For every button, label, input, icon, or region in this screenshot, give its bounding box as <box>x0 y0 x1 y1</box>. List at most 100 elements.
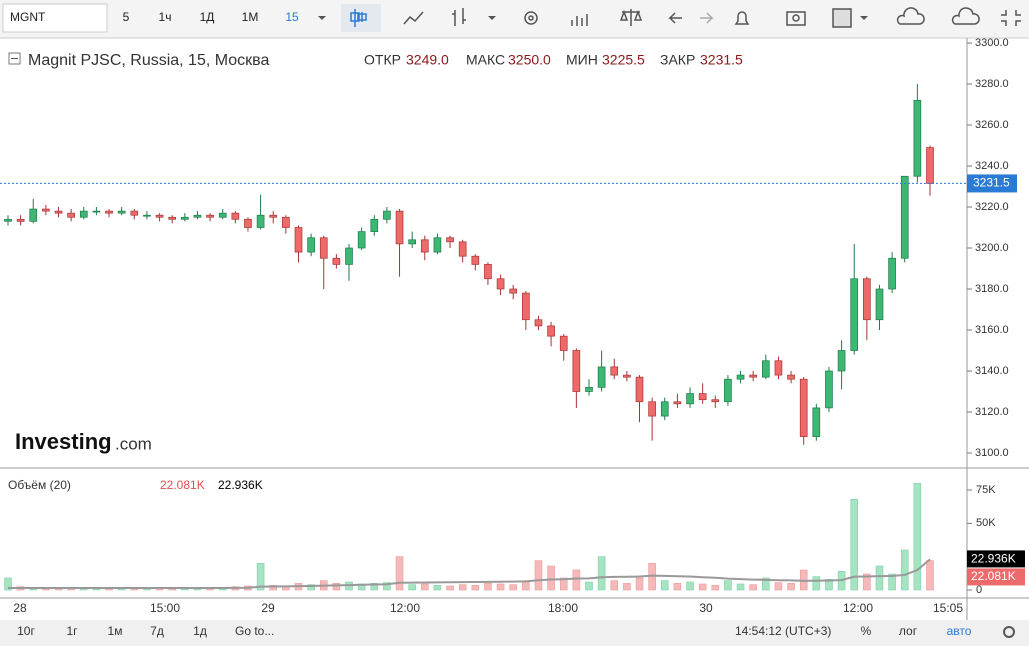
auto-button[interactable]: авто <box>947 624 972 638</box>
volume-bar <box>762 577 770 591</box>
time-tick-label: 30 <box>699 601 713 615</box>
interval-button[interactable]: 1М <box>242 10 259 24</box>
period-button[interactable]: 1м <box>108 624 123 638</box>
price-tick-label: 3120.0 <box>975 406 1009 418</box>
candle-body <box>850 278 859 351</box>
ohlc-value: 3231.5 <box>700 52 743 68</box>
period-button[interactable]: 1г <box>66 624 78 638</box>
interval-button[interactable]: 5 <box>123 10 130 24</box>
time-tick-label: 15:00 <box>150 601 180 615</box>
volume-ma-line <box>8 558 931 589</box>
volume-bar <box>307 584 315 591</box>
clock: 14:54:12 (UTC+3) <box>735 624 831 638</box>
candle-body <box>686 393 694 405</box>
volume-bar <box>383 582 391 591</box>
candle-body <box>130 210 139 216</box>
candle-body <box>193 214 202 218</box>
period-button[interactable]: 7д <box>150 624 164 638</box>
time-tick-label: 18:00 <box>548 601 578 615</box>
candle-body <box>105 210 113 214</box>
candle-body <box>635 376 644 403</box>
last-price-tag <box>967 174 1017 193</box>
period-button[interactable]: 1д <box>193 624 207 638</box>
volume-bar <box>509 584 517 591</box>
interval-button[interactable]: 15 <box>285 10 299 24</box>
volume-bar <box>256 563 265 591</box>
candle-body <box>913 100 922 177</box>
volume-bar <box>610 580 619 591</box>
candle-body <box>736 374 745 380</box>
candle-body <box>420 239 429 253</box>
volume-bar <box>724 580 732 591</box>
volume-bar <box>660 580 669 591</box>
candle-body <box>294 227 303 253</box>
toolbar <box>0 0 1029 38</box>
candle-body <box>698 393 707 401</box>
interval-dropdown <box>318 16 326 20</box>
volume-bar <box>559 577 568 591</box>
candle-body <box>345 247 353 265</box>
percent-button[interactable]: % <box>861 624 872 638</box>
volume-tick-label: 75K <box>976 484 996 496</box>
candle-body <box>825 370 833 409</box>
ohlc-label: МАКС <box>466 52 505 68</box>
candle-body <box>597 366 606 388</box>
candle-body <box>749 374 758 378</box>
interval-button[interactable]: 1ч <box>159 10 172 24</box>
volume-bar <box>749 584 757 591</box>
price-tick-label: 3220.0 <box>975 201 1009 213</box>
settings-icon[interactable] <box>1003 626 1015 638</box>
ohlc-value: 3249.0 <box>406 52 449 68</box>
volume-bar <box>585 581 593 591</box>
time-tick-label: 12:00 <box>843 601 873 615</box>
volume-bar <box>787 583 795 591</box>
candle-body <box>812 407 821 437</box>
candle-body <box>319 237 328 259</box>
candle-body <box>547 325 555 337</box>
volume-bar <box>863 573 871 591</box>
volume-bar <box>446 585 454 591</box>
volume-tick-label: 50K <box>976 517 996 529</box>
price-tick-label: 3260.0 <box>975 119 1009 131</box>
candle-body <box>256 214 265 228</box>
volume-bar <box>471 585 480 591</box>
candle-body <box>623 374 631 378</box>
watermark-domain: .com <box>115 434 152 453</box>
candle-body <box>458 241 467 257</box>
candle-body <box>572 350 581 392</box>
volume-value: 22.081K <box>160 478 205 492</box>
volume-tag <box>967 568 1025 586</box>
candle-body <box>231 212 240 220</box>
goto-button[interactable]: Go to... <box>235 624 274 638</box>
volume-bar <box>812 576 821 591</box>
symbol-box[interactable] <box>2 3 108 33</box>
log-button[interactable]: лог <box>899 624 918 638</box>
volume-bar <box>698 583 707 591</box>
interval-button[interactable]: 1Д <box>200 10 215 24</box>
volume-bar <box>888 573 896 591</box>
volume-bar <box>421 583 429 591</box>
volume-bar <box>433 585 442 591</box>
volume-bar <box>408 584 416 591</box>
candle-body <box>888 257 896 290</box>
candle-body <box>408 239 416 245</box>
volume-bar <box>850 499 858 591</box>
candle-body <box>837 350 846 372</box>
volume-bar <box>825 579 833 591</box>
symbol[interactable]: MGNT <box>10 10 46 24</box>
volume-bar <box>774 582 783 591</box>
volume-bar <box>875 565 884 591</box>
candle-body <box>610 366 619 376</box>
period-button[interactable]: 10г <box>17 624 35 638</box>
candle-body <box>29 208 38 222</box>
volume-bar <box>572 569 581 591</box>
volume-bar <box>736 583 745 591</box>
candle-body <box>484 264 492 280</box>
price-tick-label: 3200.0 <box>975 242 1009 254</box>
candle-body <box>787 374 795 380</box>
chart-title: Magnit PJSC, Russia, 15, Москва <box>28 52 269 69</box>
volume-bar <box>269 585 278 591</box>
candle-body <box>863 278 871 321</box>
price-tick-label: 3300.0 <box>975 37 1009 49</box>
volume-tick-label: 0 <box>976 584 982 596</box>
